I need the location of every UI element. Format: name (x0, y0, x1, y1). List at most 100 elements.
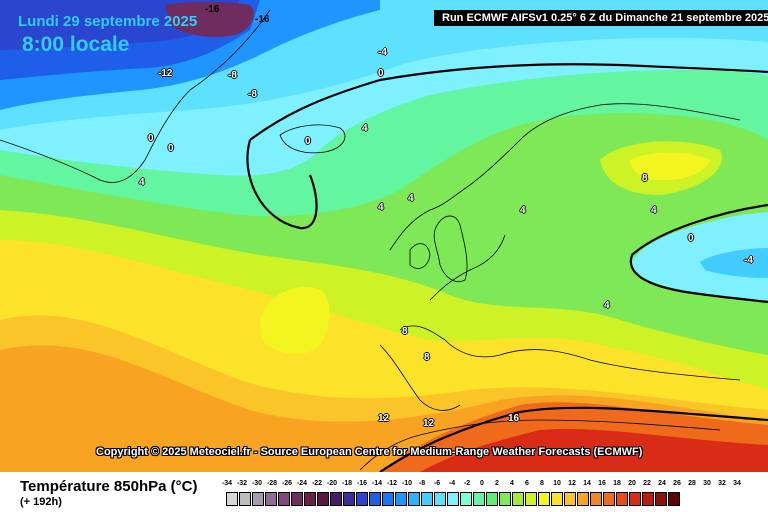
color-scale-swatch (512, 492, 524, 506)
color-scale-swatch (551, 492, 563, 506)
isotherm-0-east (629, 203, 768, 304)
contour-label: 0 (305, 136, 311, 147)
contour-label: 0 (688, 233, 694, 244)
color-scale-tick: 0 (480, 480, 484, 487)
contour-label: 4 (520, 205, 526, 216)
color-scale-tick: 4 (510, 480, 514, 487)
color-scale-tick: 28 (688, 480, 696, 487)
contour-label: 4 (378, 202, 384, 213)
color-scale-tick: 22 (643, 480, 651, 487)
forecast-date: Lundi 29 septembre 2025 (18, 13, 198, 30)
color-scale-swatch (317, 492, 329, 506)
color-scale-swatch (382, 492, 394, 506)
color-scale-swatch (226, 492, 238, 506)
color-scale-swatch (603, 492, 615, 506)
contour-label: 8 (424, 352, 430, 363)
britain-coast (433, 215, 468, 282)
warm-north-core (630, 152, 710, 181)
contour-label: 0 (378, 68, 384, 79)
color-scale-tick: -2 (463, 480, 471, 487)
color-scale-swatch (668, 492, 680, 506)
cool-pocket-core (700, 248, 768, 278)
color-scale-tick: -26 (281, 480, 293, 487)
color-scale-swatch (629, 492, 641, 506)
color-scale-swatch (538, 492, 550, 506)
color-scale-ticks: -34 -32 -30 -28 -26 -24 -22 -20 -18 -16 -14 -12 -10-… (220, 480, 748, 490)
color-scale-tick: -4 (448, 480, 456, 487)
contour-label: 8 (402, 326, 408, 337)
color-scale-tick: -10 (401, 480, 413, 487)
color-scale-tick: 20 (628, 480, 636, 487)
color-scale-swatch (330, 492, 342, 506)
color-scale-tick: 30 (703, 480, 711, 487)
color-scale-swatch (356, 492, 368, 506)
color-scale-swatch (486, 492, 498, 506)
color-scale-swatch (564, 492, 576, 506)
copyright-notice: Copyright © 2025 Meteociel.fr - Source E… (96, 446, 643, 458)
color-scale-swatch (265, 492, 277, 506)
band-28 (420, 428, 768, 472)
temperature-map (0, 0, 768, 472)
color-scale-tick: -6 (433, 480, 441, 487)
color-scale-tick: 8 (540, 480, 544, 487)
color-scale-tick: -34 (221, 480, 233, 487)
run-banner: Run ECMWF AIFSv1 0.25° 6 Z du Dimanche 2… (434, 10, 768, 26)
color-scale-tick: 26 (673, 480, 681, 487)
isotherm-0-loop (246, 139, 318, 230)
color-scale-swatch (278, 492, 290, 506)
contour-label: -8 (248, 89, 257, 100)
contour-label: 4 (604, 300, 610, 311)
europe-coast (379, 103, 741, 411)
color-scale-tick: 10 (553, 480, 561, 487)
cold-core (165, 1, 255, 37)
color-scale-swatch (499, 492, 511, 506)
color-scale-tick: -16 (356, 480, 368, 487)
contour-label: 16 (508, 413, 520, 424)
variable-title: Température 850hPa (°C) (20, 478, 198, 495)
contour-label: -16 (255, 14, 270, 25)
color-scale-swatch (447, 492, 459, 506)
color-scale-tick: 12 (568, 480, 576, 487)
color-scale-tick: -14 (371, 480, 383, 487)
color-scale-swatch (616, 492, 628, 506)
color-scale-tick: -32 (236, 480, 248, 487)
contour-label: -16 (205, 4, 220, 15)
contour-label: 0 (148, 133, 154, 144)
ireland-coast (409, 243, 431, 269)
color-scale-swatch (421, 492, 433, 506)
color-scale-tick: -8 (418, 480, 426, 487)
color-scale-swatch (239, 492, 251, 506)
warm-blob (260, 286, 330, 355)
color-scale-swatch (460, 492, 472, 506)
legend-footer: Température 850hPa (°C) (+ 192h) -34 -32-… (0, 472, 768, 512)
greenland-coast (0, 9, 271, 183)
color-scale-tick: 34 (733, 480, 741, 487)
color-scale-swatch (525, 492, 537, 506)
forecast-time: 8:00 locale (22, 33, 130, 56)
color-scale-swatch (642, 492, 654, 506)
color-scale-swatch (369, 492, 381, 506)
contour-label: 8 (642, 173, 648, 184)
color-scale-swatch (577, 492, 589, 506)
color-scale-tick: 16 (598, 480, 606, 487)
color-scale-tick: 24 (658, 480, 666, 487)
color-scale (226, 492, 681, 508)
color-scale-swatch (252, 492, 264, 506)
contour-label: 4 (362, 123, 368, 134)
contour-label: 12 (423, 418, 435, 429)
contour-label: -12 (158, 68, 173, 79)
contour-label: 4 (651, 205, 657, 216)
color-scale-tick: 32 (718, 480, 726, 487)
color-scale-swatch (473, 492, 485, 506)
contour-label: -4 (378, 47, 387, 58)
contour-label: -8 (228, 70, 237, 81)
color-scale-tick: 2 (495, 480, 499, 487)
isotherm-0 (249, 63, 768, 141)
color-scale-tick: 6 (525, 480, 529, 487)
color-scale-swatch (395, 492, 407, 506)
color-scale-tick: -18 (341, 480, 353, 487)
isotherm-16 (379, 406, 768, 472)
cool-pocket (630, 212, 768, 300)
color-scale-swatch (434, 492, 446, 506)
